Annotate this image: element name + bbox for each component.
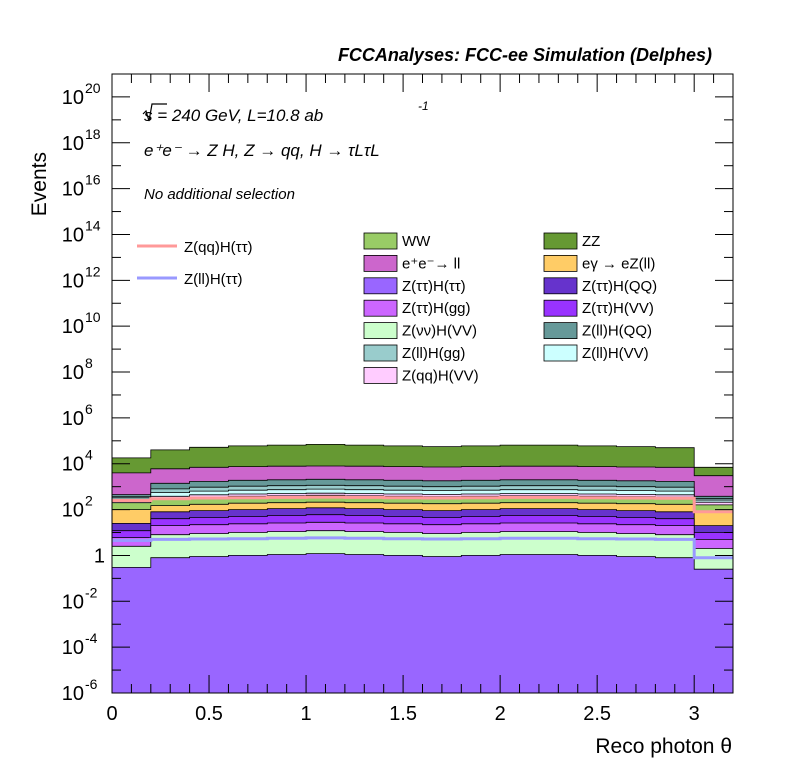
y-tick-label: 1 [94,545,105,567]
legend-swatch [363,277,398,295]
y-tick-exponent: 6 [85,401,93,417]
legend-label: WW [402,233,431,250]
y-tick-exponent: 18 [85,126,101,142]
y-tick-base: 10 [62,87,84,109]
y-tick-label: 10 20 [62,80,101,109]
annotation-process: e⁺e⁻ → Z H, Z → qq, H → τLτL [144,141,380,160]
y-tick-base: 10 [62,316,84,338]
y-tick-base: 10 [62,362,84,384]
y-tick-exponent: -4 [85,630,98,646]
annotation-energy-exponent: -1 [418,99,429,113]
annotation-selection: No additional selection [144,186,295,203]
y-tick-base: 10 [62,591,84,613]
legend-label: ZZ [582,233,600,250]
legend-line-label: Z(qq)H(ττ) [184,239,253,256]
x-tick-label: 0 [106,703,117,725]
y-tick-base: 10 [62,133,84,155]
y-tick-exponent: -2 [85,584,98,600]
y-tick-label: 10 -6 [62,676,98,705]
legend-swatch [363,366,398,384]
y-tick-base: 10 [62,683,84,705]
legend-label: Z(νν)H(VV) [402,323,477,340]
y-tick-label: 10 6 [62,401,93,430]
y-axis-label: Events [28,152,51,216]
x-tick-label: 1 [301,703,312,725]
line-z-ll-h [112,536,733,560]
y-tick-exponent: 16 [85,172,101,188]
y-tick-label: 10 4 [62,447,93,476]
legend-line-label: Z(ll)H(ττ) [184,271,243,288]
legend: Z(qq)H(ττ) Z(ll)H(ττ) WW ZZ e⁺e⁻→ ll eγ → eZ(… [137,232,657,384]
legend-label: e⁺e⁻→ ll [402,255,460,272]
y-tick-base: 10 [62,500,84,522]
y-tick-label: 10 18 [62,126,101,155]
legend-label: Z(ττ)H(ττ) [402,278,466,295]
y-tick-exponent: 8 [85,355,93,371]
y-tick-base: 1 [94,545,105,567]
y-tick-label: 10 -4 [62,630,98,659]
annotation-energy: s = 240 GeV, L=10.8 ab -1 [142,99,429,125]
legend-swatch [363,254,398,272]
x-axis-label: Reco photon θ [595,735,732,758]
legend-label: eγ → eZ(ll) [582,255,655,272]
legend-swatch [543,344,578,362]
y-tick-exponent: 4 [85,447,93,463]
y-tick-label: 10 8 [62,355,93,384]
y-tick-exponent: 20 [85,80,101,96]
legend-swatch [543,232,578,250]
y-tick-label: 10 -2 [62,584,98,613]
y-tick-exponent: 2 [85,493,93,509]
y-tick-label: 10 16 [62,172,101,201]
legend-label: Z(ττ)H(gg) [402,300,471,317]
y-tick-base: 10 [62,454,84,476]
x-tick-label: 2.5 [583,703,611,725]
legend-swatch [363,232,398,250]
legend-swatch [543,299,578,317]
y-tick-base: 10 [62,179,84,201]
y-tick-label: 10 2 [62,493,93,522]
y-tick-exponent: 14 [85,217,101,233]
y-tick-exponent: 12 [85,263,101,279]
legend-swatch [363,322,398,340]
legend-swatch [543,277,578,295]
y-tick-base: 10 [62,637,84,659]
line-z-qq-h [112,495,733,514]
legend-swatch [363,299,398,317]
legend-label: Z(qq)H(VV) [402,367,479,384]
legend-label: Z(ll)H(QQ) [582,323,652,340]
x-tick-label: 0.5 [195,703,223,725]
signal-lines [112,495,733,560]
stack-z-h [111,553,734,694]
annotation-energy-text: s = 240 GeV, L=10.8 ab [144,106,323,125]
y-tick-base: 10 [62,408,84,430]
stack-area [111,444,734,694]
legend-swatch [363,344,398,362]
y-tick-exponent: -6 [85,676,98,692]
x-tick-label: 1.5 [389,703,417,725]
y-tick-label: 10 14 [62,217,101,246]
chart-title: FCCAnalyses: FCC-ee Simulation (Delphes) [338,45,712,65]
legend-label: Z(ττ)H(VV) [582,300,654,317]
y-tick-exponent: 10 [85,309,101,325]
legend-label: Z(ττ)H(QQ) [582,278,657,295]
legend-label: Z(ll)H(gg) [402,345,465,362]
y-tick-label: 10 12 [62,263,101,292]
y-tick-base: 10 [62,270,84,292]
sqrt-sign [142,103,167,122]
legend-label: Z(ll)H(VV) [582,345,649,362]
x-tick-label: 2 [495,703,506,725]
x-tick-label: 3 [689,703,700,725]
legend-swatch [543,322,578,340]
legend-swatch [543,254,578,272]
y-tick-label: 10 10 [62,309,101,338]
y-tick-base: 10 [62,224,84,246]
